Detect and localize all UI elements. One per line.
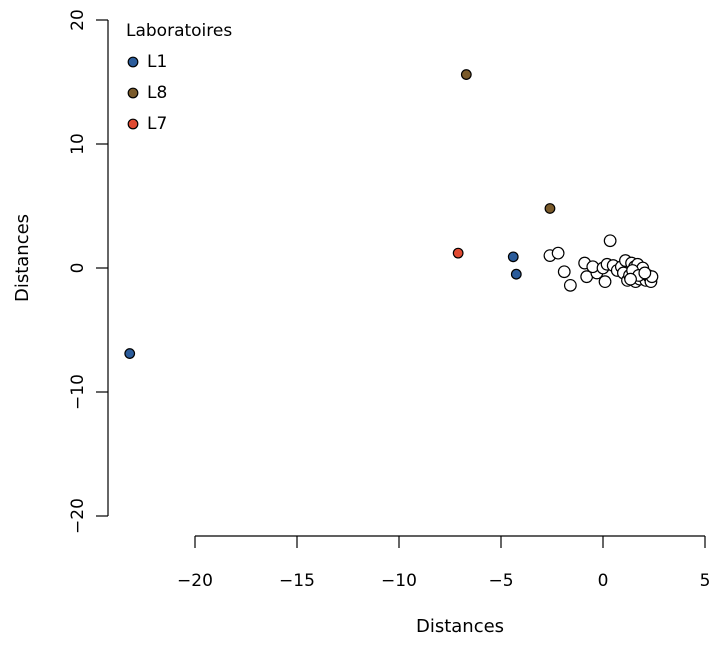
legend-title: Laboratoires — [126, 21, 232, 41]
data-point-l7 — [452, 247, 464, 259]
x-tick-label: 5 — [700, 571, 709, 591]
data-point — [638, 266, 652, 280]
x-tick-label: −10 — [381, 571, 417, 591]
data-point — [563, 278, 577, 292]
points-layer — [124, 69, 659, 359]
x-tick-label: −15 — [279, 571, 315, 591]
legend-label-l7: L7 — [147, 114, 167, 134]
data-point-l1 — [507, 251, 519, 263]
legend-entries: L1 L8 L7 — [127, 52, 167, 134]
data-point — [598, 275, 612, 289]
y-tick-label: 10 — [68, 133, 88, 155]
y-tick-label: −20 — [68, 498, 88, 534]
legend: Laboratoires L1 L8 L7 — [126, 21, 232, 134]
legend-marker-l8 — [127, 87, 139, 99]
data-point-l8 — [460, 69, 472, 80]
data-point — [603, 234, 617, 248]
data-point-l1 — [124, 348, 136, 359]
legend-label-l8: L8 — [147, 83, 167, 103]
y-axis: −20 −10 0 10 20 — [68, 9, 109, 534]
legend-marker-l1 — [127, 56, 139, 68]
y-axis-title: Distances — [12, 214, 33, 302]
x-tick-label: −5 — [488, 571, 513, 591]
x-axis-title: Distances — [416, 616, 504, 637]
data-point-l1 — [510, 268, 522, 280]
data-point — [557, 265, 571, 279]
y-tick-label: −10 — [68, 374, 88, 410]
data-point — [624, 272, 637, 286]
data-point-l8 — [544, 203, 556, 214]
legend-label-l1: L1 — [147, 52, 167, 72]
x-tick-label: 0 — [598, 571, 609, 591]
legend-marker-l7 — [127, 118, 139, 130]
y-tick-label: 20 — [68, 9, 88, 31]
x-tick-label: −20 — [177, 571, 213, 591]
x-axis: −20 −15 −10 −5 0 5 — [177, 535, 709, 591]
y-tick-label: 0 — [68, 263, 88, 274]
data-point — [551, 246, 565, 260]
